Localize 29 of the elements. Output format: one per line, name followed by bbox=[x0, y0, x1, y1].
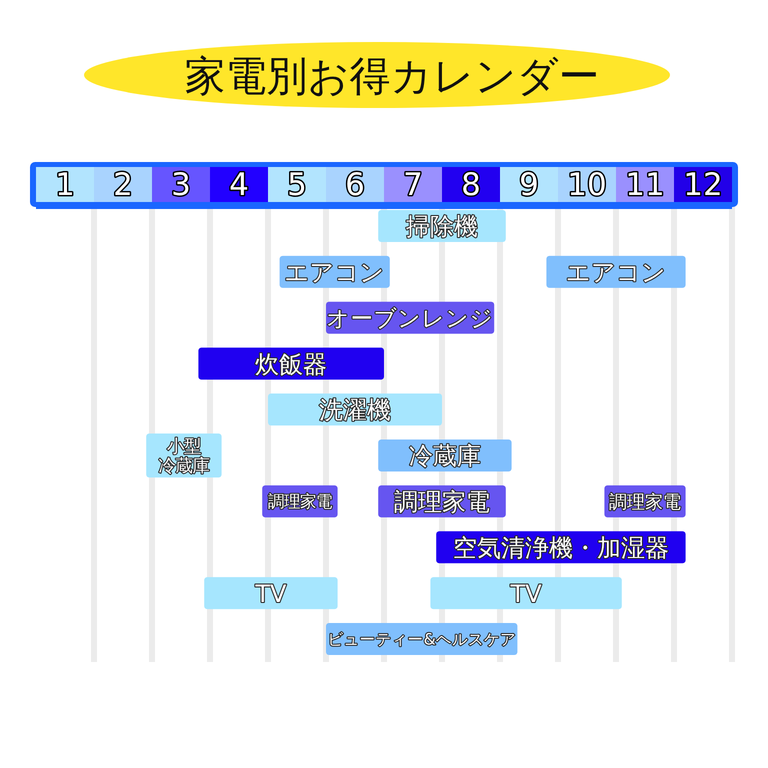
data-label: 調理家電 bbox=[394, 488, 490, 516]
data-label: 掃除機 bbox=[406, 212, 478, 241]
x-tick-label: 12 bbox=[683, 167, 723, 203]
data-label: エアコン bbox=[284, 258, 385, 286]
x-tick-label: 7 bbox=[403, 167, 423, 203]
x-tick-label: 2 bbox=[113, 167, 133, 203]
data-label: 冷蔵庫 bbox=[408, 442, 481, 470]
chart-title: 家電別お得カレンダー bbox=[184, 52, 600, 100]
x-tick-label: 5 bbox=[287, 167, 307, 203]
data-label: 調理家電 bbox=[609, 492, 681, 513]
data-label: 炊飯器 bbox=[255, 350, 328, 378]
data-label: TV bbox=[510, 580, 542, 608]
data-label: TV bbox=[254, 580, 288, 608]
data-label: 空気清浄機・加湿器 bbox=[452, 534, 669, 562]
data-label: 調理家電 bbox=[268, 492, 332, 512]
x-tick-label: 8 bbox=[461, 167, 481, 203]
x-tick-label: 4 bbox=[229, 167, 249, 203]
bar bbox=[204, 577, 338, 610]
x-tick-label: 6 bbox=[345, 167, 365, 203]
x-tick-label: 10 bbox=[567, 167, 607, 203]
x-tick-label: 3 bbox=[171, 167, 191, 203]
x-tick-label: 11 bbox=[625, 167, 665, 203]
x-tick-label: 9 bbox=[519, 167, 539, 203]
data-label: ビューティー&ヘルスケア bbox=[328, 630, 516, 649]
data-label: エアコン bbox=[566, 258, 666, 286]
data-label: 小型冷蔵庫 bbox=[158, 437, 210, 476]
x-tick-label: 1 bbox=[55, 167, 75, 203]
data-label: 洗濯機 bbox=[319, 396, 391, 424]
data-label: オーブンレンジ bbox=[326, 306, 494, 332]
